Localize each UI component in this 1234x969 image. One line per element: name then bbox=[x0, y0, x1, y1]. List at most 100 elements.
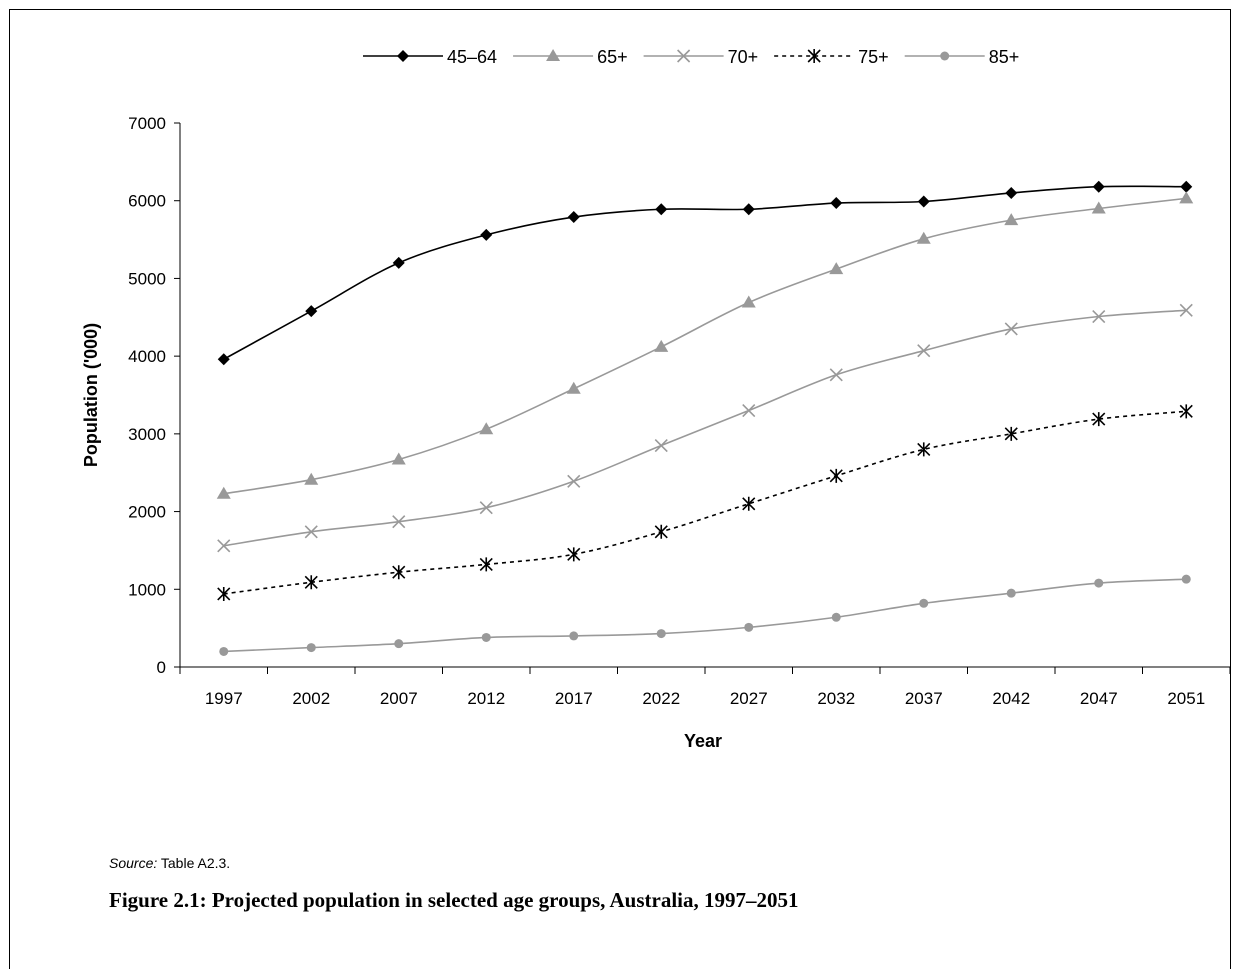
diamond-marker bbox=[830, 197, 843, 210]
legend-item-3: 75+ bbox=[774, 47, 889, 67]
triangle-marker bbox=[1179, 191, 1194, 204]
triangle-marker bbox=[654, 339, 669, 352]
x-tick-label: 2037 bbox=[905, 689, 943, 708]
star-marker bbox=[1004, 426, 1018, 441]
diamond-marker bbox=[397, 50, 409, 62]
x-marker bbox=[479, 501, 493, 515]
x-marker bbox=[567, 474, 581, 488]
x-marker bbox=[829, 368, 843, 382]
chart-legend: 45–64 65+ 70+ 75+ 85+ bbox=[363, 47, 1019, 67]
y-tick-label: 7000 bbox=[128, 114, 166, 133]
x-tick-label: 2032 bbox=[817, 689, 855, 708]
series-line bbox=[223, 578, 1187, 653]
line-chart: 0 1000 2000 3000 4000 5000 6000 7000 1997 2002 200… bbox=[81, 47, 1231, 751]
figure-caption: Figure 2.1: Projected population in sele… bbox=[109, 888, 799, 912]
x-axis-title: Year bbox=[684, 731, 722, 751]
series-4 bbox=[219, 574, 1191, 656]
y-tick-label: 0 bbox=[157, 658, 166, 677]
series-line bbox=[223, 309, 1187, 547]
circle-marker bbox=[569, 631, 579, 641]
x-marker bbox=[304, 525, 318, 539]
chart-series bbox=[216, 180, 1194, 656]
diamond-marker bbox=[567, 211, 580, 224]
circle-marker bbox=[1094, 578, 1104, 588]
triangle-marker bbox=[391, 452, 406, 465]
triangle-marker bbox=[829, 262, 844, 275]
circle-marker bbox=[306, 643, 316, 653]
x-marker bbox=[1092, 309, 1106, 324]
diamond-marker bbox=[1180, 180, 1193, 193]
diamond-marker bbox=[217, 353, 230, 366]
x-tick-label: 2022 bbox=[642, 689, 680, 708]
star-marker bbox=[1092, 412, 1106, 427]
x-marker bbox=[917, 344, 931, 358]
x-tick-label: 2007 bbox=[380, 689, 418, 708]
legend-item-0: 45–64 bbox=[363, 47, 497, 67]
circle-marker bbox=[481, 632, 491, 642]
triangle-marker bbox=[479, 422, 494, 435]
circle-marker bbox=[940, 51, 950, 61]
x-tick-label: 2017 bbox=[555, 689, 593, 708]
diamond-marker bbox=[1005, 186, 1018, 199]
y-tick-label: 6000 bbox=[128, 192, 166, 211]
x-tick-label: 2047 bbox=[1080, 689, 1118, 708]
x-marker bbox=[677, 49, 691, 63]
diamond-marker bbox=[917, 195, 930, 208]
legend-label: 45–64 bbox=[447, 47, 497, 67]
circle-marker bbox=[919, 598, 929, 608]
triangle-marker bbox=[546, 49, 561, 61]
x-marker bbox=[217, 539, 231, 553]
source-note: Source: Table A2.3. bbox=[109, 855, 230, 871]
star-marker bbox=[1179, 404, 1193, 419]
series-0 bbox=[217, 180, 1193, 366]
y-tick-label: 5000 bbox=[128, 269, 166, 288]
x-marker bbox=[654, 438, 668, 453]
series-2 bbox=[217, 303, 1193, 553]
triangle-marker bbox=[216, 486, 231, 499]
circle-marker bbox=[1006, 588, 1016, 598]
circle-marker bbox=[656, 629, 666, 639]
x-tick-label: 2051 bbox=[1167, 689, 1205, 708]
triangle-marker bbox=[916, 231, 931, 244]
star-marker bbox=[567, 547, 581, 562]
circle-marker bbox=[744, 622, 754, 632]
series-3 bbox=[217, 404, 1193, 601]
star-marker bbox=[654, 524, 668, 539]
x-marker bbox=[1004, 322, 1018, 336]
diamond-marker bbox=[742, 203, 755, 216]
triangle-marker bbox=[1091, 201, 1106, 214]
series-line bbox=[223, 185, 1187, 360]
x-tick-label: 2012 bbox=[467, 689, 505, 708]
legend-label: 65+ bbox=[597, 47, 628, 67]
y-tick-label: 4000 bbox=[128, 347, 166, 366]
y-axis-title: Population ('000) bbox=[81, 323, 101, 467]
star-marker bbox=[829, 468, 843, 483]
source-label: Source: bbox=[109, 855, 158, 871]
series-line bbox=[223, 410, 1187, 595]
series-line bbox=[223, 197, 1187, 495]
x-tick-label: 1997 bbox=[205, 689, 243, 708]
x-marker bbox=[392, 515, 406, 529]
legend-label: 85+ bbox=[989, 47, 1020, 67]
x-marker bbox=[1179, 303, 1193, 317]
x-tick-label: 2002 bbox=[292, 689, 330, 708]
diamond-marker bbox=[392, 256, 405, 269]
circle-marker bbox=[831, 612, 841, 622]
y-tick-label: 1000 bbox=[128, 580, 166, 599]
star-marker bbox=[392, 565, 406, 580]
star-marker bbox=[479, 557, 493, 572]
triangle-marker bbox=[566, 381, 581, 394]
figure-frame bbox=[9, 9, 1231, 969]
source-text: Table A2.3. bbox=[160, 855, 231, 871]
chart-axes: 0 1000 2000 3000 4000 5000 6000 7000 1997 2002 200… bbox=[128, 114, 1231, 708]
legend-label: 75+ bbox=[858, 47, 889, 67]
triangle-marker bbox=[1004, 213, 1019, 226]
legend-item-1: 65+ bbox=[513, 47, 628, 67]
diamond-marker bbox=[305, 305, 318, 318]
star-marker bbox=[304, 575, 318, 590]
series-1 bbox=[216, 191, 1194, 499]
circle-marker bbox=[394, 639, 404, 649]
star-marker bbox=[917, 442, 931, 457]
legend-item-4: 85+ bbox=[904, 47, 1020, 67]
circle-marker bbox=[219, 646, 229, 656]
